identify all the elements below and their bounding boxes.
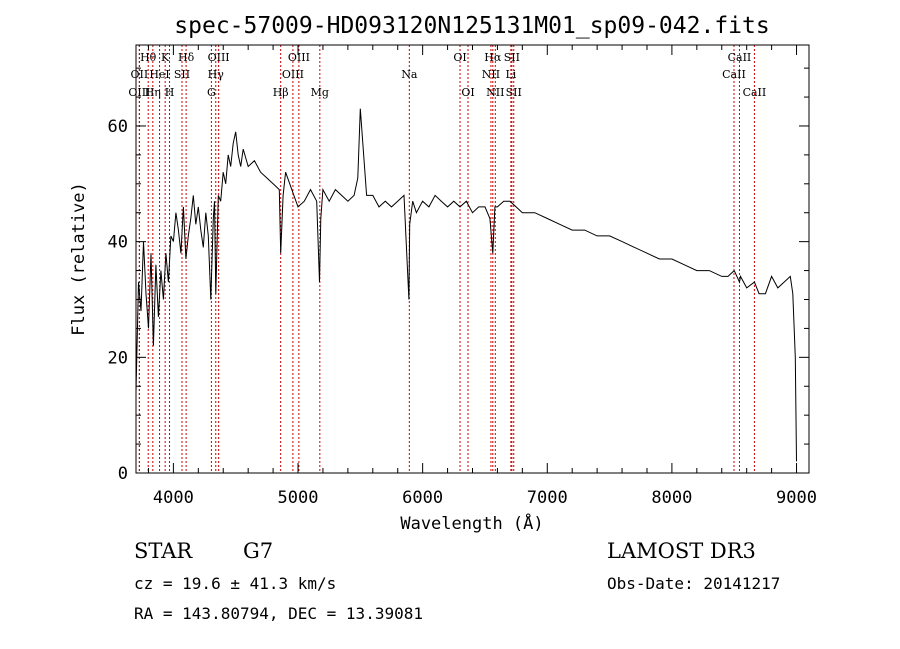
redshift-velocity: cz = 19.6 ± 41.3 km/s <box>134 574 337 593</box>
spectral-line-label: OII <box>131 68 149 81</box>
spectral-line-label: NII <box>482 68 500 81</box>
spectral-line-label: Hβ <box>273 86 289 99</box>
spectral-line-label: CaII <box>728 51 752 64</box>
x-tick-label: 4000 <box>153 488 194 508</box>
spectral-line-label: OIII <box>128 86 150 99</box>
y-tick-label: 20 <box>108 348 128 368</box>
spectral-line-label: NII <box>486 86 504 99</box>
spectral-line-label: Hθ <box>140 51 157 64</box>
spectral-line-label: Na <box>401 68 418 81</box>
x-axis: 4000 5000 6000 7000 8000 9000 <box>147 45 817 508</box>
x-tick-label: 5000 <box>278 488 319 508</box>
spectral-line-label: OI <box>453 51 466 64</box>
flux-series-line <box>135 108 797 462</box>
spectral-line-labels: Hθ OII OIII K HeI Hη SII H Hδ OIII Hγ G Hβ OIII OIII Mg… <box>128 51 766 99</box>
spectral-line-label: Hδ <box>178 51 195 64</box>
chart-title: spec-57009-HD093120N125131M01_sp09-042.f… <box>174 13 769 39</box>
spectral-line-label: Hη <box>145 86 161 99</box>
spectral-line-label: SII <box>174 68 190 81</box>
spectral-line-label: Mg <box>311 86 329 99</box>
spectral-line-label: SII <box>504 51 520 64</box>
x-tick-label: 7000 <box>527 488 568 508</box>
spectral-line-label: OI <box>461 86 474 99</box>
y-tick-label: 60 <box>108 117 128 137</box>
spectral-line-label: HeI <box>149 68 169 81</box>
spectral-line-label: Hα <box>484 51 502 64</box>
y-axis-label: Flux (relative) <box>69 182 89 336</box>
observation-date: Obs-Date: 20141217 <box>607 574 781 593</box>
spectral-line-label: OIII <box>208 51 230 64</box>
spectral-line-label: H <box>165 86 175 99</box>
x-axis-label: Wavelength (Å) <box>400 512 543 534</box>
spectral-line-label: CaII <box>743 86 767 99</box>
spectral-line-label: Hγ <box>208 68 225 81</box>
y-axis: 0 20 40 60 <box>108 67 809 484</box>
object-subclass: G7 <box>243 539 274 563</box>
y-tick-label: 40 <box>108 233 128 253</box>
x-tick-label: 6000 <box>402 488 443 508</box>
spectral-line-label: OIII <box>282 68 304 81</box>
object-class: STAR <box>134 539 193 563</box>
spectral-line-label: SII <box>506 86 522 99</box>
y-tick-label: 0 <box>118 464 128 484</box>
x-tick-label: 9000 <box>776 488 817 508</box>
spectral-line-label: Li <box>505 68 516 81</box>
spectral-line-label: CaII <box>722 68 746 81</box>
x-tick-label: 8000 <box>651 488 692 508</box>
survey-name: LAMOST DR3 <box>607 539 756 563</box>
coordinates: RA = 143.80794, DEC = 13.39081 <box>134 604 423 623</box>
spectral-line-label: G <box>207 86 216 99</box>
spectral-line-label: K <box>161 51 170 64</box>
spectral-line-label: OIII <box>288 51 310 64</box>
plot-frame <box>135 44 810 474</box>
